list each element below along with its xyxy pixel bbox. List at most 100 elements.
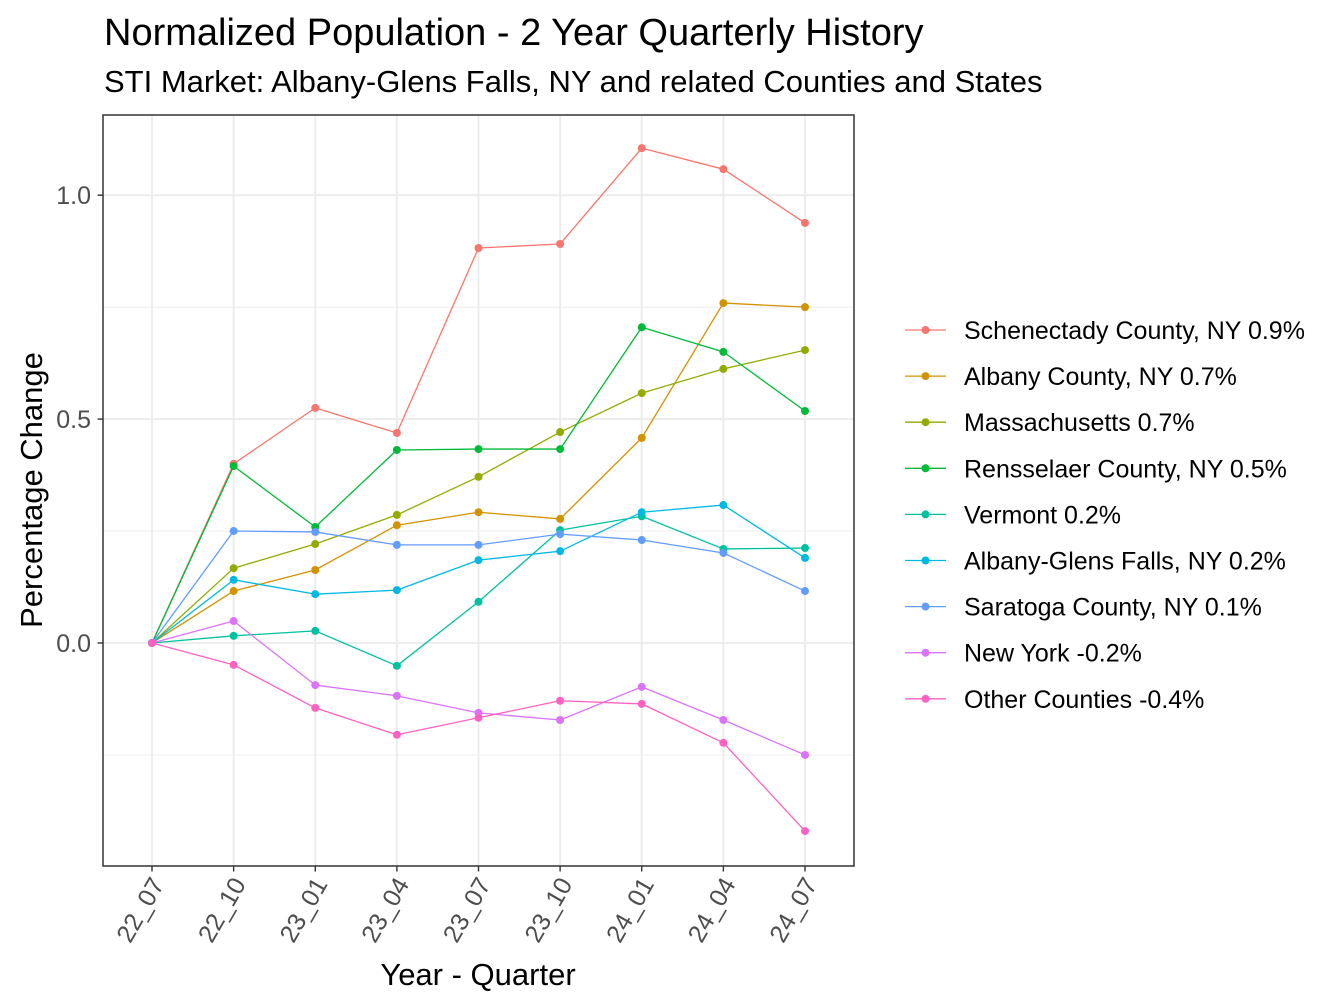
chart-subtitle: STI Market: Albany-Glens Falls, NY and r… [104, 64, 1043, 99]
legend-key-point [921, 694, 930, 703]
data-point-massachusetts-0-7-23_10 [556, 428, 565, 437]
gridlines [103, 115, 854, 866]
legend-item-albany-county-ny-0-7: Albany County, NY 0.7% [905, 363, 1237, 391]
data-point-saratoga-county-ny-0-1-24_04 [719, 548, 728, 557]
data-point-schenectady-county-ny-0-9-23_07 [474, 244, 483, 253]
data-point-saratoga-county-ny-0-1-23_04 [392, 540, 401, 549]
data-point-schenectady-county-ny-0-9-24_07 [801, 218, 809, 227]
data-point-massachusetts-0-7-23_07 [474, 472, 483, 481]
data-point-albany-glens-falls-ny-0-2-24_07 [801, 553, 809, 562]
data-point-new-york-0-2-24_07 [801, 750, 809, 759]
data-point-saratoga-county-ny-0-1-23_01 [311, 527, 320, 536]
data-point-massachusetts-0-7-22_10 [229, 564, 238, 573]
data-point-new-york-0-2-23_04 [392, 691, 401, 700]
legend-label: Vermont 0.2% [964, 501, 1121, 529]
data-point-albany-county-ny-0-7-24_04 [719, 299, 728, 308]
y-tick-label: 1.0 [56, 182, 91, 210]
data-point-albany-county-ny-0-7-23_07 [474, 508, 483, 517]
legend-item-new-york-0-2: New York -0.2% [905, 640, 1142, 668]
x-axis-title: Year - Quarter [380, 957, 575, 992]
data-point-other-counties-0-4-24_07 [801, 827, 809, 836]
data-point-rensselaer-county-ny-0-5-24_04 [719, 347, 728, 356]
y-tick-label: 0.5 [56, 406, 91, 434]
data-point-vermont-0-2-23_07 [474, 597, 483, 606]
legend-label: Other Counties -0.4% [964, 686, 1204, 714]
legend-label: Albany County, NY 0.7% [964, 363, 1237, 391]
data-point-schenectady-county-ny-0-9-23_10 [556, 239, 565, 248]
data-point-schenectady-county-ny-0-9-23_01 [311, 403, 320, 412]
data-point-new-york-0-2-23_10 [556, 716, 565, 725]
data-point-saratoga-county-ny-0-1-22_10 [229, 527, 238, 536]
data-point-albany-county-ny-0-7-24_07 [801, 303, 809, 312]
data-point-albany-glens-falls-ny-0-2-24_01 [637, 508, 646, 517]
legend-label: Massachusetts 0.7% [964, 409, 1195, 437]
data-point-other-counties-0-4-23_10 [556, 696, 565, 705]
data-point-schenectady-county-ny-0-9-24_01 [637, 144, 646, 153]
data-point-albany-glens-falls-ny-0-2-23_10 [556, 547, 565, 556]
data-point-other-counties-0-4-23_01 [311, 703, 320, 712]
data-point-other-counties-0-4-22_07 [148, 638, 156, 647]
data-point-massachusetts-0-7-24_04 [719, 364, 728, 373]
legend-item-rensselaer-county-ny-0-5: Rensselaer County, NY 0.5% [905, 455, 1287, 483]
data-point-other-counties-0-4-24_01 [637, 699, 646, 708]
legend-key-point [921, 418, 930, 427]
data-point-new-york-0-2-24_04 [719, 716, 728, 725]
legend-item-vermont-0-2: Vermont 0.2% [905, 501, 1121, 529]
y-axis: 0.0 0.5 1.0 [56, 182, 103, 658]
data-point-other-counties-0-4-23_04 [392, 730, 401, 739]
legend-key-point [921, 648, 930, 657]
data-point-albany-county-ny-0-7-23_10 [556, 514, 565, 523]
data-point-saratoga-county-ny-0-1-23_07 [474, 540, 483, 549]
legend-item-schenectady-county-ny-0-9: Schenectady County, NY 0.9% [905, 317, 1305, 345]
data-point-other-counties-0-4-22_10 [229, 660, 238, 669]
legend-label: Saratoga County, NY 0.1% [964, 594, 1262, 622]
data-point-other-counties-0-4-23_07 [474, 713, 483, 722]
legend-key-point [921, 510, 930, 519]
legend-label: Albany-Glens Falls, NY 0.2% [964, 548, 1286, 576]
data-point-saratoga-county-ny-0-1-24_07 [801, 587, 809, 596]
legend-item-saratoga-county-ny-0-1: Saratoga County, NY 0.1% [905, 594, 1262, 622]
legend-label: Rensselaer County, NY 0.5% [964, 455, 1287, 483]
data-point-albany-county-ny-0-7-23_01 [311, 565, 320, 574]
data-point-vermont-0-2-24_07 [801, 544, 809, 553]
data-point-massachusetts-0-7-23_01 [311, 540, 320, 549]
legend-key-point [921, 326, 930, 334]
data-point-rensselaer-county-ny-0-5-22_10 [229, 462, 238, 471]
legend-label: New York -0.2% [964, 640, 1142, 668]
data-point-massachusetts-0-7-24_07 [801, 346, 809, 355]
data-point-albany-glens-falls-ny-0-2-23_04 [392, 586, 401, 595]
data-point-albany-glens-falls-ny-0-2-23_01 [311, 590, 320, 599]
data-point-saratoga-county-ny-0-1-23_10 [556, 530, 565, 539]
legend-key-point [921, 556, 930, 565]
data-series [148, 144, 809, 836]
legend-label: Schenectady County, NY 0.9% [964, 317, 1305, 345]
legend-item-albany-glens-falls-ny-0-2: Albany-Glens Falls, NY 0.2% [905, 548, 1286, 576]
data-point-vermont-0-2-22_10 [229, 631, 238, 640]
data-point-other-counties-0-4-24_04 [719, 738, 728, 747]
data-point-new-york-0-2-22_10 [229, 617, 238, 626]
data-point-albany-county-ny-0-7-24_01 [637, 433, 646, 442]
data-point-new-york-0-2-23_01 [311, 681, 320, 690]
chart-title: Normalized Population - 2 Year Quarterly… [104, 12, 924, 54]
data-point-rensselaer-county-ny-0-5-23_04 [392, 445, 401, 454]
legend-key-point [921, 372, 930, 381]
data-point-albany-glens-falls-ny-0-2-24_04 [719, 501, 728, 510]
data-point-albany-glens-falls-ny-0-2-22_10 [229, 575, 238, 584]
legend: Schenectady County, NY 0.9% Albany County… [905, 317, 1305, 714]
legend-item-other-counties-0-4: Other Counties -0.4% [905, 686, 1204, 714]
legend-key-point [921, 464, 930, 473]
data-point-vermont-0-2-23_04 [392, 661, 401, 670]
data-point-albany-county-ny-0-7-23_04 [392, 521, 401, 530]
legend-item-massachusetts-0-7: Massachusetts 0.7% [905, 409, 1195, 437]
data-point-new-york-0-2-24_01 [637, 682, 646, 691]
data-point-saratoga-county-ny-0-1-24_01 [637, 535, 646, 544]
data-point-albany-county-ny-0-7-22_10 [229, 587, 238, 596]
data-point-schenectady-county-ny-0-9-23_04 [392, 428, 401, 437]
data-point-schenectady-county-ny-0-9-24_04 [719, 165, 728, 174]
data-point-vermont-0-2-23_01 [311, 626, 320, 635]
y-axis-title: Percentage Change [14, 352, 49, 628]
data-point-rensselaer-county-ny-0-5-24_01 [637, 323, 646, 332]
data-point-albany-glens-falls-ny-0-2-23_07 [474, 556, 483, 565]
data-point-rensselaer-county-ny-0-5-23_07 [474, 445, 483, 454]
